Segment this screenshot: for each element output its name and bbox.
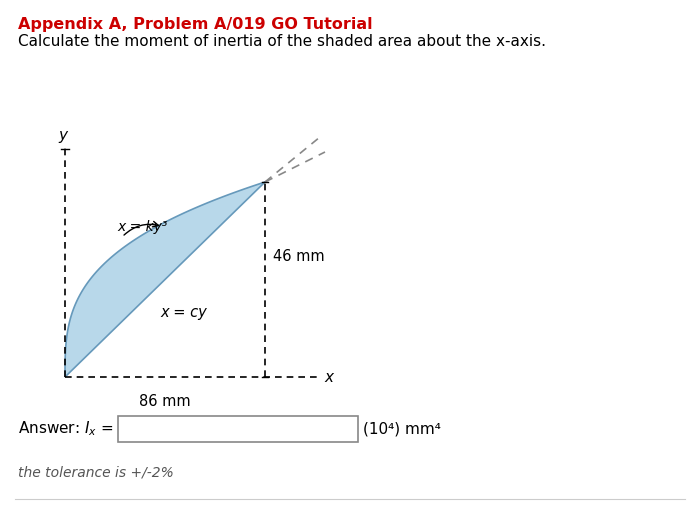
Text: 46 mm: 46 mm — [273, 249, 325, 264]
Text: Appendix A, Problem A/019 GO Tutorial: Appendix A, Problem A/019 GO Tutorial — [18, 17, 372, 32]
Text: Answer: $I_x$ =: Answer: $I_x$ = — [18, 419, 113, 438]
Text: Calculate the moment of inertia of the shaded area about the x-axis.: Calculate the moment of inertia of the s… — [18, 34, 546, 49]
Text: x = ky³: x = ky³ — [117, 220, 167, 234]
Text: the tolerance is +/-2%: the tolerance is +/-2% — [18, 465, 174, 479]
Text: (10⁴) mm⁴: (10⁴) mm⁴ — [363, 422, 441, 436]
Bar — [118, 416, 358, 442]
Text: y: y — [59, 128, 67, 143]
Text: 86 mm: 86 mm — [139, 395, 191, 409]
Polygon shape — [65, 182, 265, 377]
Text: x = cy: x = cy — [160, 305, 206, 319]
Text: x: x — [324, 369, 333, 385]
